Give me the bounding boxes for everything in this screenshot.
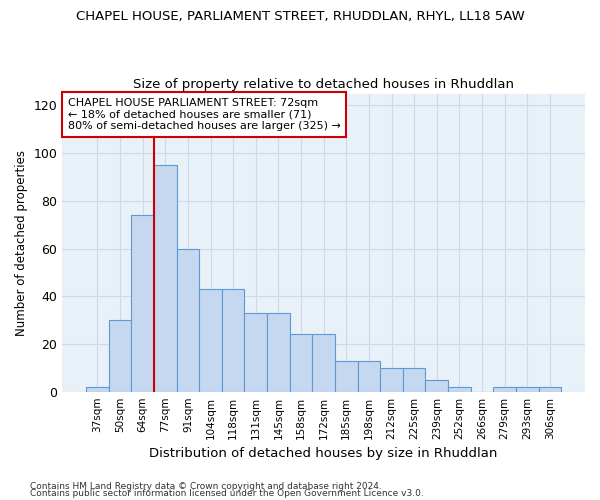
Bar bbox=[335, 360, 358, 392]
Bar bbox=[380, 368, 403, 392]
Bar bbox=[403, 368, 425, 392]
Bar bbox=[290, 334, 313, 392]
Text: CHAPEL HOUSE PARLIAMENT STREET: 72sqm
← 18% of detached houses are smaller (71)
: CHAPEL HOUSE PARLIAMENT STREET: 72sqm ← … bbox=[68, 98, 340, 131]
Bar bbox=[244, 313, 267, 392]
Bar bbox=[222, 289, 244, 392]
Bar bbox=[199, 289, 222, 392]
X-axis label: Distribution of detached houses by size in Rhuddlan: Distribution of detached houses by size … bbox=[149, 447, 498, 460]
Text: CHAPEL HOUSE, PARLIAMENT STREET, RHUDDLAN, RHYL, LL18 5AW: CHAPEL HOUSE, PARLIAMENT STREET, RHUDDLA… bbox=[76, 10, 524, 23]
Text: Contains HM Land Registry data © Crown copyright and database right 2024.: Contains HM Land Registry data © Crown c… bbox=[30, 482, 382, 491]
Bar bbox=[448, 387, 471, 392]
Bar bbox=[267, 313, 290, 392]
Bar bbox=[176, 248, 199, 392]
Bar bbox=[539, 387, 561, 392]
Bar bbox=[154, 165, 176, 392]
Title: Size of property relative to detached houses in Rhuddlan: Size of property relative to detached ho… bbox=[133, 78, 514, 91]
Bar bbox=[425, 380, 448, 392]
Y-axis label: Number of detached properties: Number of detached properties bbox=[15, 150, 28, 336]
Bar bbox=[86, 387, 109, 392]
Bar bbox=[131, 215, 154, 392]
Text: Contains public sector information licensed under the Open Government Licence v3: Contains public sector information licen… bbox=[30, 490, 424, 498]
Bar bbox=[358, 360, 380, 392]
Bar bbox=[109, 320, 131, 392]
Bar bbox=[313, 334, 335, 392]
Bar bbox=[516, 387, 539, 392]
Bar bbox=[493, 387, 516, 392]
